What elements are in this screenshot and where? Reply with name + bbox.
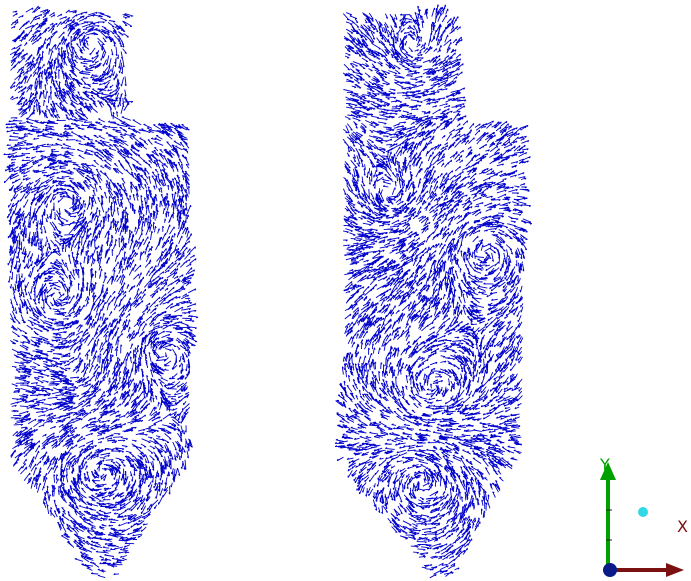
y-label: Y — [599, 455, 610, 474]
flow-vectors — [335, 5, 532, 578]
scene: Y X — [0, 0, 691, 581]
x-axis-head — [666, 563, 684, 577]
flow-vectors — [4, 6, 199, 578]
origin-ball — [603, 563, 617, 577]
vessel-vectors — [4, 6, 199, 578]
vessel-vectors — [335, 5, 532, 578]
vector-fields — [4, 5, 532, 578]
x-label: X — [677, 517, 688, 536]
z-axis-dot — [638, 507, 648, 517]
axis-triad: Y X — [599, 455, 688, 577]
